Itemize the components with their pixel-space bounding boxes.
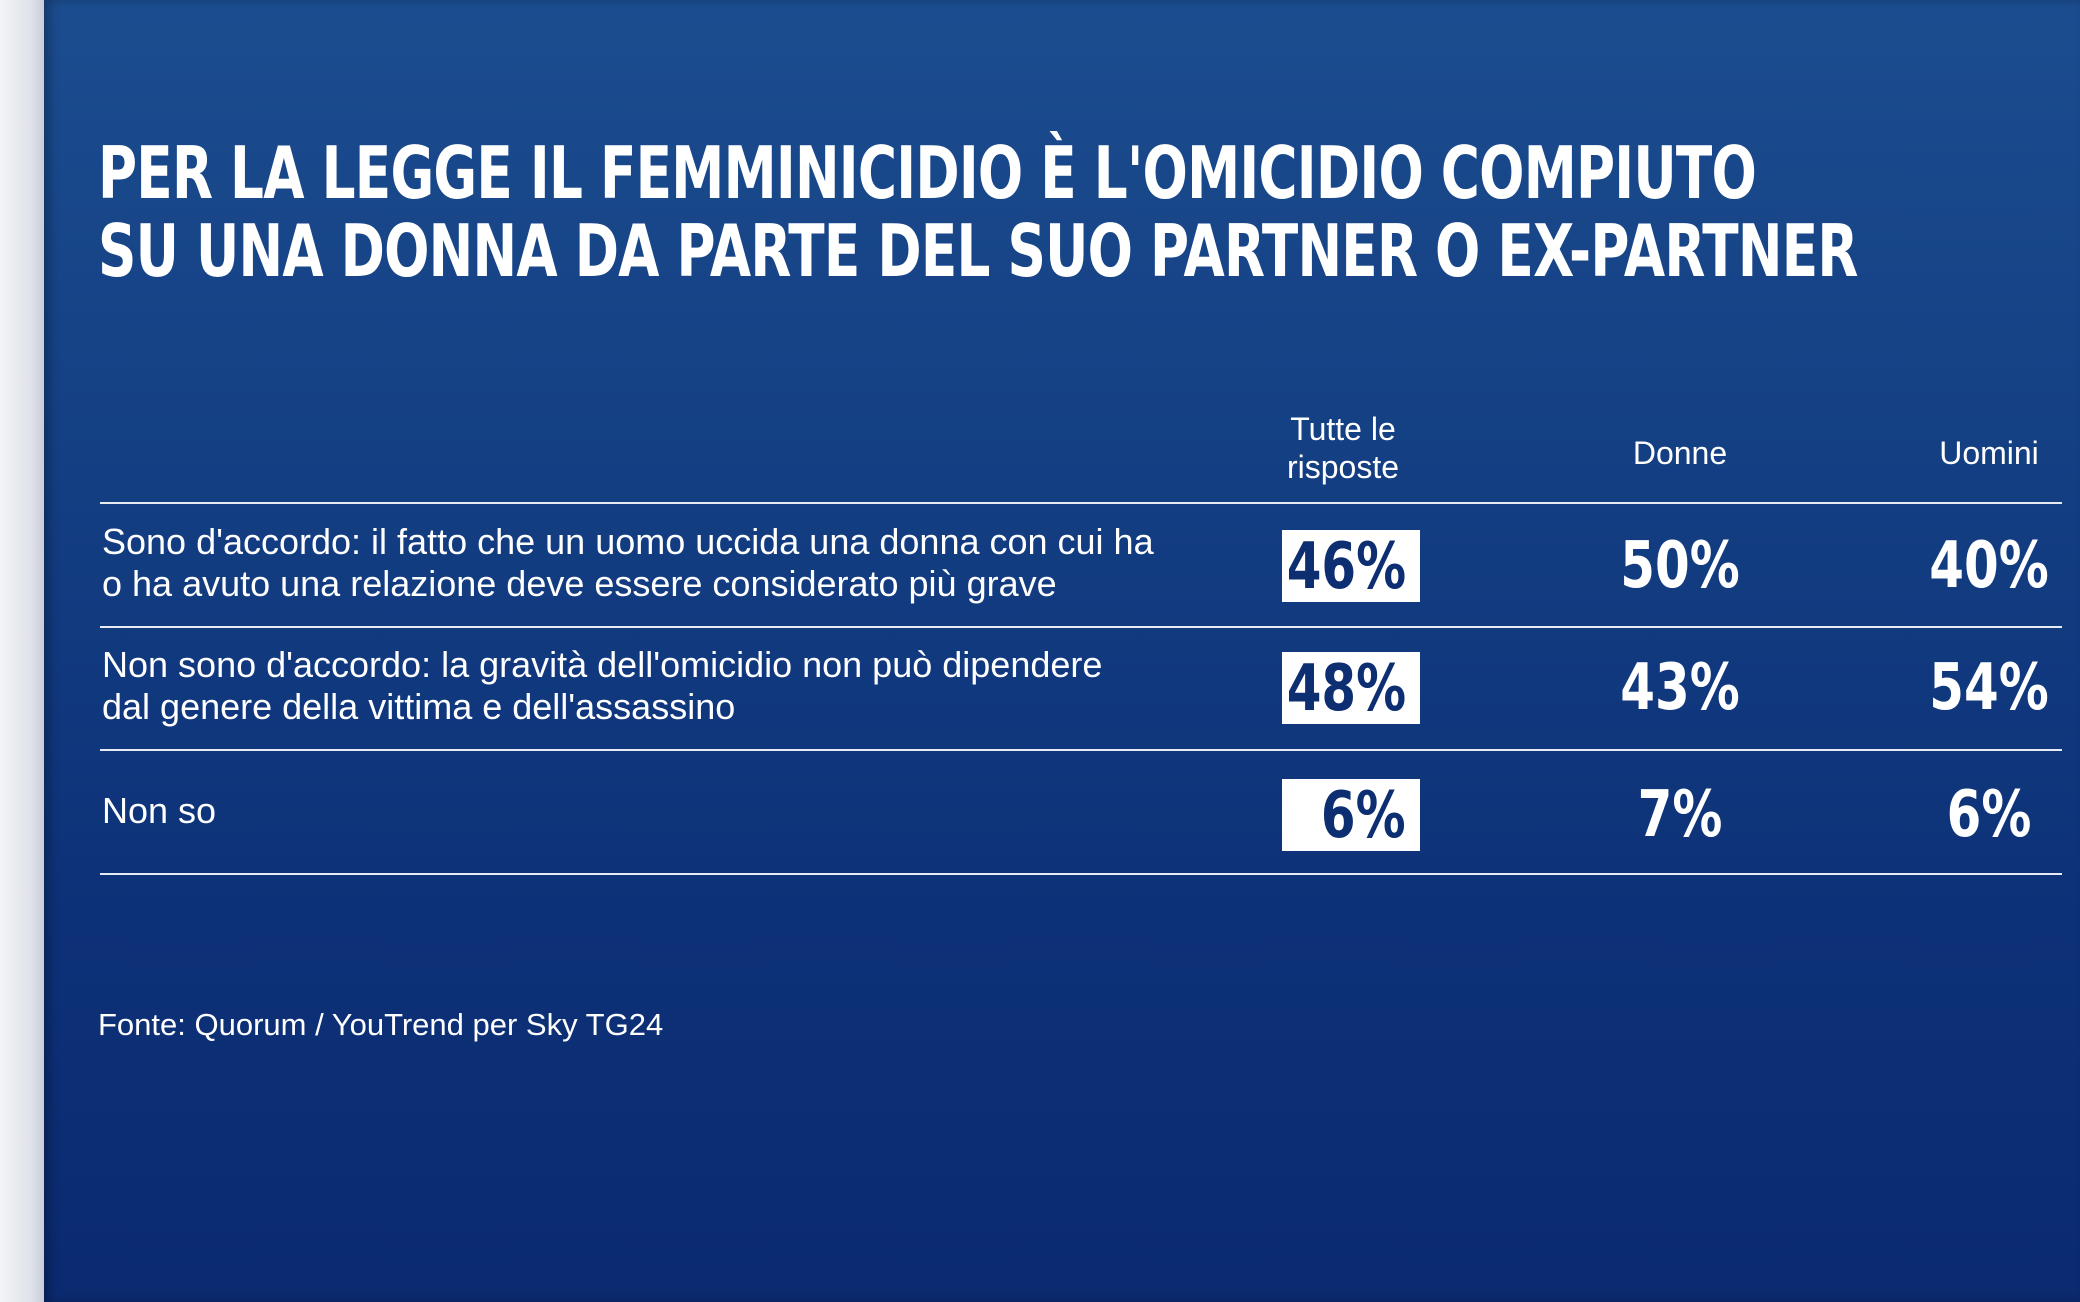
row-label-dont-know: Non so [102, 790, 1262, 832]
table-rule-row-3 [100, 873, 2062, 875]
chart-title: PER LA LEGGE IL FEMMINICIDIO È L'OMICIDI… [98, 131, 1858, 293]
column-header-uomini: Uomini [1869, 434, 2080, 472]
column-header-all-line-2: risposte [1286, 449, 1400, 485]
value-dont-know-all: 6% [1321, 779, 1406, 851]
table-rule-row-1 [100, 626, 2062, 628]
row-label-disagree: Non sono d'accordo: la gravità dell'omic… [102, 644, 1262, 728]
value-agree-donne: 50% [1620, 529, 1740, 603]
row-label-agree-line-2: o ha avuto una relazione deve essere con… [102, 563, 1057, 604]
table-rule-header [100, 502, 2062, 504]
column-header-all: Tutte le risposte [1223, 410, 1463, 486]
chart-title-line-1: PER LA LEGGE IL FEMMINICIDIO È L'OMICIDI… [98, 131, 1757, 215]
value-disagree-donne: 43% [1620, 651, 1740, 725]
value-disagree-all: 48% [1286, 652, 1406, 724]
chart-panel [44, 0, 2080, 1302]
row-label-disagree-line-2: dal genere della vittima e dell'assassin… [102, 686, 736, 727]
column-header-donne: Donne [1560, 434, 1800, 472]
row-label-agree-line-1: Sono d'accordo: il fatto che un uomo ucc… [102, 521, 1154, 562]
row-label-disagree-line-1: Non sono d'accordo: la gravità dell'omic… [102, 644, 1103, 685]
value-disagree-uomini: 54% [1929, 651, 2049, 725]
row-label-agree: Sono d'accordo: il fatto che un uomo ucc… [102, 521, 1262, 605]
value-box-dont-know-all: 6% [1282, 779, 1420, 851]
value-box-disagree-all: 48% [1282, 652, 1420, 724]
chart-source: Fonte: Quorum / YouTrend per Sky TG24 [98, 1007, 664, 1042]
table-rule-row-2 [100, 749, 2062, 751]
value-agree-all: 46% [1286, 530, 1406, 602]
column-header-uomini-line-1: Uomini [1939, 435, 2039, 471]
value-dont-know-uomini: 6% [1946, 778, 2032, 852]
column-header-donne-line-1: Donne [1632, 435, 1728, 471]
column-header-all-line-1: Tutte le [1290, 411, 1396, 447]
chart-title-line-2: SU UNA DONNA DA PARTE DEL SUO PARTNER O … [98, 209, 1858, 293]
value-box-agree-all: 46% [1282, 530, 1420, 602]
left-edge [0, 0, 44, 1302]
row-label-dont-know-line-1: Non so [102, 790, 217, 831]
value-agree-uomini: 40% [1929, 529, 2049, 603]
value-dont-know-donne: 7% [1637, 778, 1723, 852]
